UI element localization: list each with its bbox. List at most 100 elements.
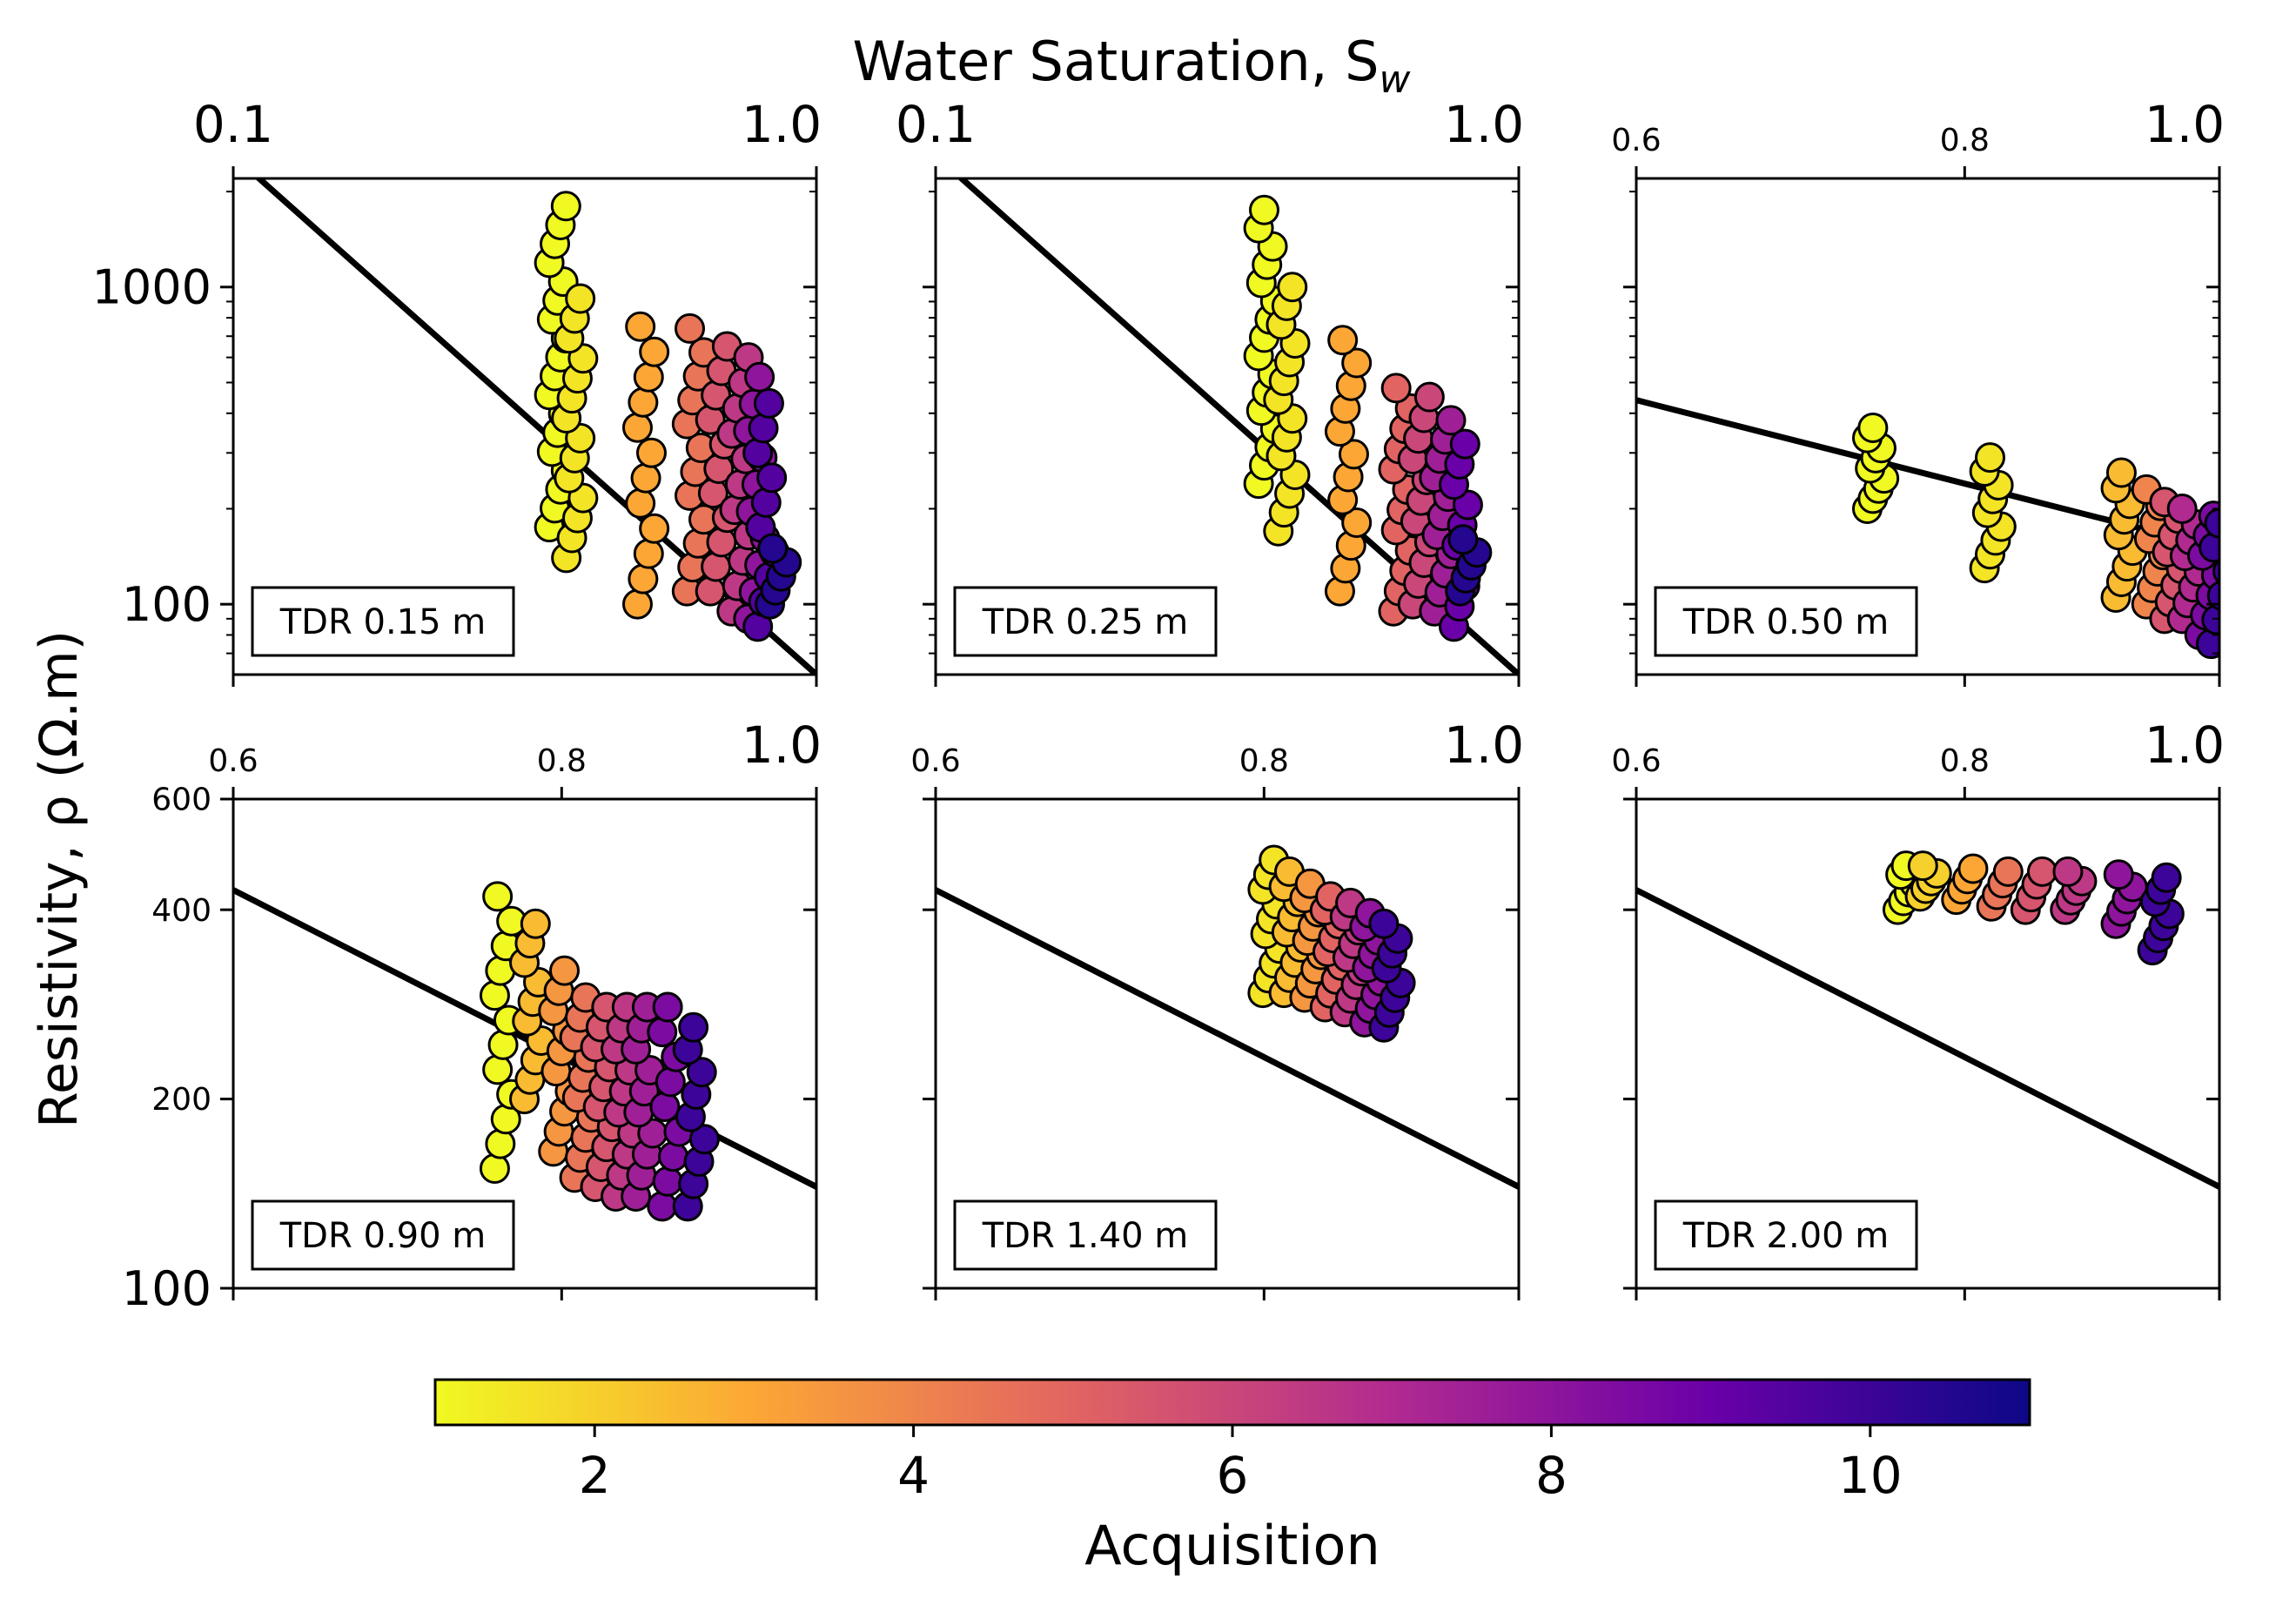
data-point — [621, 588, 653, 620]
data-point — [742, 437, 774, 468]
data-point — [1248, 194, 1279, 225]
data-point — [748, 413, 779, 444]
panel-frame — [1635, 797, 2221, 1290]
scatter-points — [1247, 844, 1416, 1043]
colorbar-tick-label: 2 — [579, 1446, 611, 1505]
scatter-points — [1882, 850, 2185, 966]
panel-label-text: TDR 1.40 m — [982, 1216, 1188, 1256]
data-point — [1277, 272, 1308, 303]
data-point — [635, 437, 667, 468]
data-point — [647, 1191, 678, 1222]
data-point — [2201, 604, 2219, 635]
data-point — [2026, 856, 2058, 887]
panel-label: TDR 2.00 m — [1654, 1199, 1918, 1271]
data-point — [1341, 347, 1373, 379]
data-point — [482, 881, 514, 912]
x-tick-label: 0.8 — [1239, 743, 1289, 779]
data-point — [1975, 442, 2006, 474]
colorbar-label: Acquisition — [1084, 1514, 1380, 1577]
data-point — [757, 533, 789, 564]
data-point — [550, 191, 581, 222]
colorbar-tick-label: 8 — [1535, 1446, 1568, 1505]
colorbar-tick-label: 6 — [1217, 1446, 1249, 1505]
x-tick-label: 0.6 — [1611, 743, 1661, 779]
data-point — [1857, 412, 1889, 443]
data-point — [1992, 856, 2024, 887]
data-point — [688, 1124, 720, 1155]
x-tick-label: 0.1 — [896, 95, 976, 154]
x-tick-label: 0.6 — [910, 743, 960, 779]
panel-5: 0.6 0.8 1.0 TDR 1.40 m — [910, 716, 1524, 1300]
data-point — [485, 1128, 516, 1159]
panel-frame — [934, 177, 1521, 676]
y-tick-label: 600 — [151, 783, 211, 818]
data-point — [625, 487, 656, 519]
colorbar-tick-label: 10 — [1838, 1446, 1903, 1505]
data-point — [639, 513, 670, 544]
panel-label-text: TDR 0.50 m — [1682, 602, 1889, 642]
x-tick-label: 1.0 — [2145, 716, 2225, 775]
x-tick-label: 0.8 — [537, 743, 587, 779]
data-point — [750, 487, 782, 518]
data-point — [1907, 850, 1938, 882]
data-point — [2151, 862, 2182, 893]
data-point — [658, 1141, 689, 1172]
panel-label: TDR 1.40 m — [953, 1199, 1218, 1271]
panel-label-text: TDR 0.25 m — [982, 602, 1188, 642]
data-point — [686, 1057, 717, 1088]
data-point — [647, 1017, 678, 1048]
panel-frame — [934, 797, 1521, 1290]
data-point — [652, 991, 683, 1023]
colorbar-tick-label: 4 — [897, 1446, 930, 1505]
data-point — [1380, 373, 1412, 404]
x-tick-label: 1.0 — [1444, 95, 1524, 154]
data-point — [639, 336, 670, 367]
data-point — [1341, 507, 1373, 538]
panel-frame — [232, 797, 818, 1290]
data-point — [479, 1153, 510, 1185]
panel-2: 0.1 1.0 TDR 0.25 m — [896, 95, 1524, 687]
panel-1: 100 1000 0.1 1.0 TDR 0.15 m — [92, 95, 822, 687]
x-tick-label: 0.6 — [208, 743, 258, 779]
panel-label: TDR 0.15 m — [251, 586, 515, 657]
x-tick-label: 1.0 — [742, 95, 822, 154]
scatter-points — [1851, 412, 2219, 660]
data-point — [2103, 859, 2134, 890]
top-axis-title-subscript: w — [1379, 57, 1411, 102]
scatter-points — [479, 881, 720, 1222]
panel-6: 0.6 0.8 1.0 TDR 2.00 m — [1611, 716, 2225, 1300]
data-point — [520, 908, 551, 939]
data-point — [744, 361, 775, 393]
panel-frame — [1635, 177, 2221, 676]
y-tick-label: 100 — [122, 1261, 211, 1316]
panel-3: 0.6 0.8 1.0 TDR 0.50 m — [1611, 95, 2225, 687]
fit-line — [1636, 887, 2219, 1190]
data-point — [630, 462, 661, 494]
data-point — [678, 1011, 709, 1043]
data-point — [2195, 628, 2219, 660]
data-point — [628, 386, 659, 418]
data-point — [652, 1166, 683, 1197]
x-tick-label: 0.8 — [1940, 743, 1990, 779]
x-tick-label: 1.0 — [2145, 95, 2225, 154]
y-tick-label: 200 — [151, 1082, 211, 1118]
data-point — [479, 980, 510, 1011]
data-point — [1447, 524, 1479, 555]
scatter-points — [1243, 194, 1493, 642]
data-point — [2206, 581, 2219, 611]
x-tick-label: 0.8 — [1940, 123, 1990, 158]
data-point — [1435, 405, 1467, 436]
top-axis-title: Water Saturation, Sw — [853, 30, 1412, 102]
data-point — [756, 462, 788, 494]
panel-label: TDR 0.25 m — [953, 586, 1218, 657]
y-tick-label: 400 — [151, 893, 211, 929]
fit-line — [936, 887, 1519, 1190]
data-point — [482, 1054, 514, 1085]
data-point — [628, 563, 659, 595]
colorbar-gradient — [433, 1378, 2031, 1427]
data-point — [2052, 856, 2084, 887]
data-point — [487, 1029, 519, 1060]
data-point — [633, 361, 664, 393]
